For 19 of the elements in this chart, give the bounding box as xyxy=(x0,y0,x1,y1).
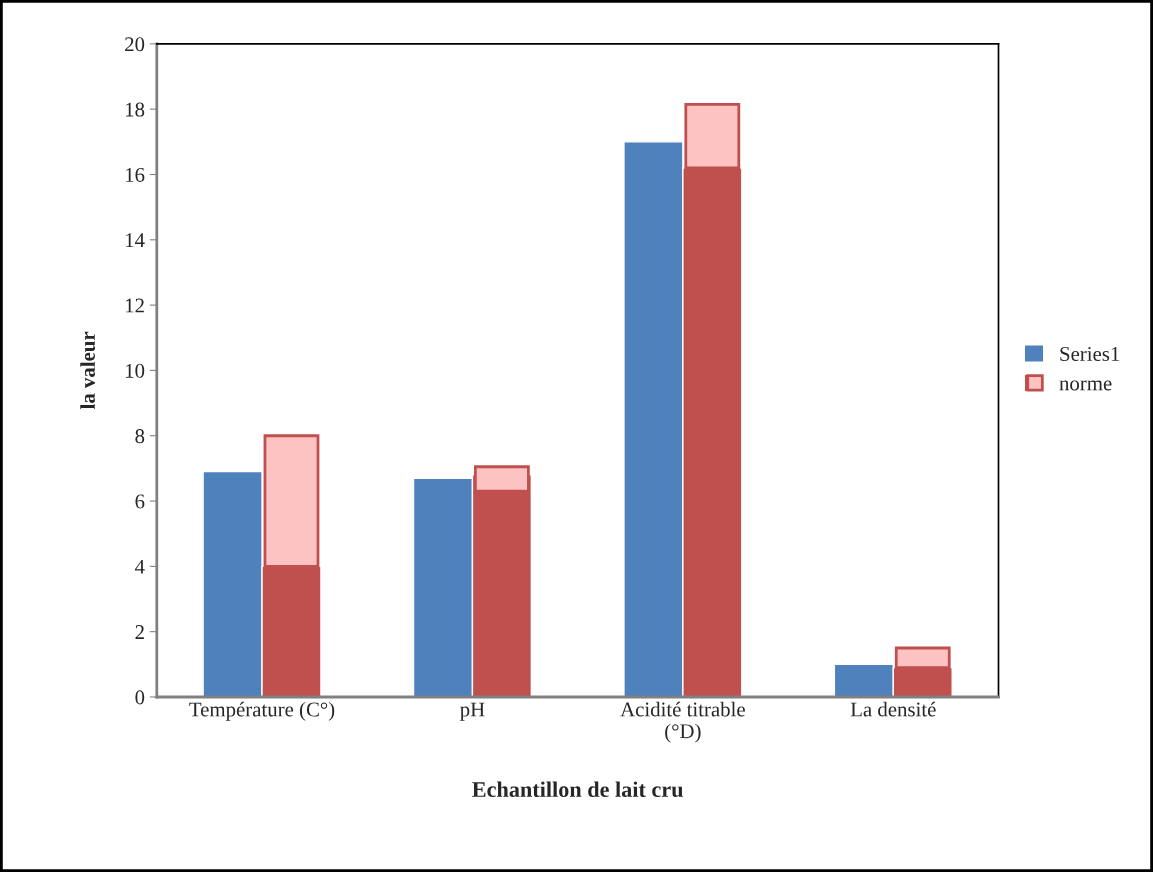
y-tick-label: 2 xyxy=(135,625,144,639)
y-tick-label: 4 xyxy=(134,559,145,574)
y-tick-label: 20 xyxy=(125,37,145,52)
y-tick-label: 18 xyxy=(126,102,145,117)
y-tick-label: 10 xyxy=(126,363,145,378)
y-tick-label: 16 xyxy=(126,167,145,182)
y-tick-label: 14 xyxy=(126,233,145,248)
y-tick-label: 0 xyxy=(135,690,145,705)
x-tick-label: pH xyxy=(460,702,485,721)
legend-label: Series1 xyxy=(1060,346,1120,361)
x-tick-label: Température (C°) xyxy=(189,701,335,721)
y-tick-label: 6 xyxy=(135,494,145,509)
x-axis-title: Echantillon de lait cru xyxy=(472,781,683,798)
y-axis-title: la valeur xyxy=(80,331,95,410)
y-tick-label: 12 xyxy=(126,298,144,313)
x-tick-label: La densité xyxy=(850,701,936,717)
y-tick-label: 8 xyxy=(135,429,145,444)
legend-label: norme xyxy=(1059,380,1112,391)
x-tick-label: Acidité titrable (°D) xyxy=(620,701,745,743)
